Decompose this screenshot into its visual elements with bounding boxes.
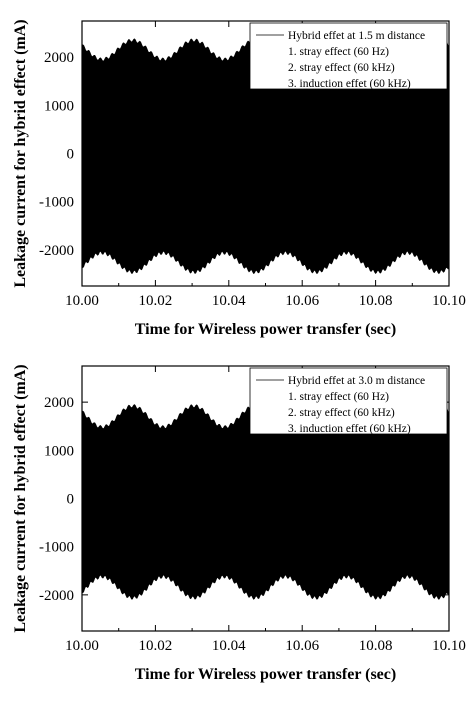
chart-0-y-tick-label: 1000 xyxy=(44,98,74,114)
chart-0-legend-title: Hybrid effet at 1.5 m distance xyxy=(288,30,425,42)
chart-0-x-tick-label: 10.04 xyxy=(212,293,246,309)
chart-1-legend-box xyxy=(249,367,448,435)
chart-0-legend-item: 3. induction effet (60 kHz) xyxy=(288,78,411,90)
chart-0-x-tick-label: 10.08 xyxy=(359,293,393,309)
chart-1-y-tick-label: -1000 xyxy=(39,540,74,556)
chart-0-y-tick-label: 0 xyxy=(67,147,75,163)
chart-0-x-axis-label: Time for Wireless power transfer (sec) xyxy=(135,321,396,338)
chart-1-legend-item: 1. stray effect (60 Hz) xyxy=(288,391,389,403)
chart-1-legend-title: Hybrid effet at 3.0 m distance xyxy=(288,375,425,387)
chart-1-y-tick-label: 0 xyxy=(67,492,75,508)
chart-top-svg: 10.00 10.02 10.04 10.06 10.08 10.10 2000 1000 0 -… xyxy=(12,19,466,338)
chart-0-y-tick-label: -2000 xyxy=(39,243,74,259)
chart-1-x-tick-label: 10.10 xyxy=(432,638,466,654)
chart-0-legend-box xyxy=(249,22,448,90)
chart-0-y-tick-label: -1000 xyxy=(39,195,74,211)
chart-1-x-tick-label: 10.00 xyxy=(65,638,99,654)
chart-1-x-axis-label: Time for Wireless power transfer (sec) xyxy=(135,666,396,683)
chart-0-legend-item: 2. stray effect (60 kHz) xyxy=(288,62,395,74)
chart-1-x-tick-label: 10.02 xyxy=(139,638,173,654)
chart-1-x-tick-label: 10.06 xyxy=(285,638,319,654)
chart-1-x-tick-label: 10.08 xyxy=(359,638,393,654)
chart-bottom-svg: 10.00 10.02 10.04 10.06 10.08 10.10 2000 1000 0 -… xyxy=(12,364,466,683)
chart-1-y-tick-label: 2000 xyxy=(44,395,74,411)
chart-0-x-tick-label: 10.10 xyxy=(432,293,466,309)
chart-1-y-axis-label: Leakage current for hybrid effect (mA) xyxy=(12,364,29,632)
chart-1-legend-item: 3. induction effet (60 kHz) xyxy=(288,423,411,435)
chart-1-y-tick-label: 1000 xyxy=(44,443,74,459)
chart-0-x-tick-label: 10.00 xyxy=(65,293,99,309)
chart-0-legend-item: 1. stray effect (60 Hz) xyxy=(288,46,389,58)
chart-1-y-tick-label: -2000 xyxy=(39,588,74,604)
chart-bottom: 10.00 10.02 10.04 10.06 10.08 10.10 2000 1000 0 -… xyxy=(0,345,473,690)
chart-0-y-axis-label: Leakage current for hybrid effect (mA) xyxy=(12,19,29,287)
chart-0-y-tick-label: 2000 xyxy=(44,50,74,66)
chart-top: 10.00 10.02 10.04 10.06 10.08 10.10 2000 1000 0 -… xyxy=(0,0,473,345)
chart-0-x-tick-label: 10.06 xyxy=(285,293,319,309)
chart-1-legend-item: 2. stray effect (60 kHz) xyxy=(288,407,395,419)
chart-1-x-tick-label: 10.04 xyxy=(212,638,246,654)
chart-0-x-tick-label: 10.02 xyxy=(139,293,173,309)
